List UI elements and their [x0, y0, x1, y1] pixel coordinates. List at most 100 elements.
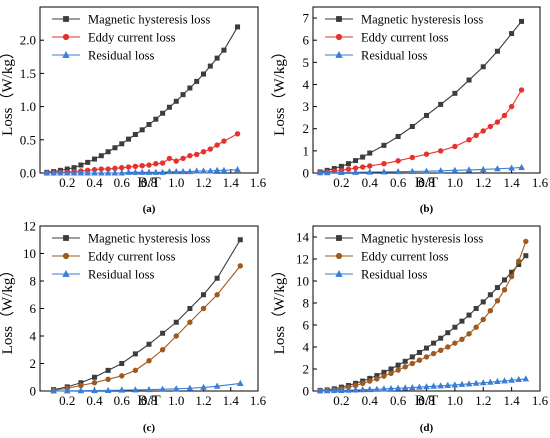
data-point: [423, 112, 429, 118]
data-point: [207, 167, 214, 174]
x-tick-label: 1.4: [223, 175, 240, 190]
data-point: [139, 127, 145, 133]
legend-label: Residual loss: [361, 49, 427, 63]
legend-label: Residual loss: [361, 268, 427, 282]
data-point: [160, 110, 166, 116]
data-point: [402, 364, 408, 370]
data-point: [381, 373, 387, 379]
data-point: [323, 169, 331, 176]
data-point: [338, 168, 345, 176]
y-tick-label: 6: [303, 33, 310, 48]
data-point: [494, 298, 501, 304]
y-tick-label: 10: [296, 274, 309, 289]
data-point: [132, 168, 139, 175]
data-point: [452, 340, 458, 346]
data-point: [193, 167, 200, 174]
data-point: [207, 63, 213, 69]
data-point: [423, 383, 430, 390]
data-point: [118, 169, 126, 176]
data-point: [180, 155, 186, 162]
x-tick-label: 0.6: [390, 393, 407, 408]
data-point: [437, 167, 444, 174]
y-tick-label: 0.0: [20, 166, 36, 181]
x-tick-label: 1.4: [504, 393, 521, 408]
data-point: [345, 166, 352, 172]
y-tick-label: 0.5: [20, 132, 36, 147]
x-tick-label: 0.2: [59, 175, 75, 190]
legend-marker: [62, 252, 70, 260]
data-point: [186, 384, 194, 391]
x-tick-label: 0.8: [141, 175, 157, 190]
data-point: [430, 382, 437, 389]
data-point: [452, 90, 458, 96]
chart-panel-a: 0.2 0.4 0.6 0.8 1.0 1.2 1.4 1.6 0.0 0.5 1.0 1.5 2.0 B…: [0, 6, 267, 215]
panel-label: (c): [143, 422, 156, 434]
data-point: [466, 77, 472, 83]
data-point: [494, 165, 501, 172]
x-tick-label: 1.0: [168, 175, 184, 190]
data-point: [159, 347, 166, 353]
data-point: [465, 166, 473, 173]
data-point: [316, 387, 324, 394]
data-point: [423, 151, 430, 157]
data-point: [200, 383, 207, 390]
data-point: [479, 379, 487, 386]
legend: Magnetic hysteresis loss Eddy current los…: [52, 232, 210, 282]
series-line: [46, 133, 238, 174]
data-point: [220, 166, 228, 173]
data-point: [316, 169, 324, 176]
data-point: [479, 165, 487, 172]
data-point: [172, 168, 180, 175]
data-point: [409, 354, 415, 360]
data-point: [91, 169, 98, 176]
data-point: [508, 103, 515, 110]
data-point: [84, 169, 91, 176]
data-point: [452, 143, 458, 150]
data-point: [445, 330, 451, 336]
data-point: [153, 116, 159, 122]
data-point: [132, 367, 139, 374]
data-point: [338, 386, 345, 393]
legend-label: Magnetic hysteresis loss: [88, 232, 210, 246]
x-tick-label: 0.4: [362, 175, 379, 190]
data-point: [172, 385, 180, 392]
data-point: [323, 387, 331, 394]
data-point: [388, 366, 394, 372]
data-point: [92, 156, 98, 162]
data-point: [50, 169, 57, 176]
data-point: [160, 330, 166, 336]
data-point: [85, 159, 91, 165]
x-tick-label: 0.2: [333, 175, 349, 190]
data-point: [132, 131, 138, 137]
data-point: [180, 92, 186, 98]
data-point: [50, 387, 57, 394]
data-point: [345, 161, 351, 167]
y-tick-label: 8: [303, 296, 310, 311]
data-point: [430, 350, 437, 357]
legend: Magnetic hysteresis loss Eddy current los…: [325, 232, 483, 282]
data-point: [522, 375, 530, 382]
data-point: [111, 169, 119, 176]
x-tick-label: 1.6: [250, 175, 267, 190]
data-point: [159, 160, 166, 166]
y-tick-label: 8: [30, 274, 37, 289]
data-point: [437, 347, 444, 353]
y-tick-label: 6: [303, 318, 310, 333]
data-point: [234, 166, 241, 173]
data-point: [480, 64, 486, 70]
panel-label: (b): [420, 203, 434, 215]
data-point: [105, 376, 111, 383]
y-tick-label: 1.0: [20, 99, 36, 114]
data-point: [353, 158, 359, 164]
data-point: [502, 277, 508, 283]
legend-marker: [62, 269, 70, 277]
data-point: [330, 387, 338, 394]
data-point: [193, 151, 200, 158]
x-tick-label: 0.8: [418, 175, 434, 190]
data-point: [480, 299, 486, 305]
data-point: [105, 149, 111, 155]
x-tick-label: 0.8: [418, 393, 434, 408]
data-point: [451, 166, 459, 173]
data-point: [352, 168, 359, 175]
data-point: [119, 360, 125, 366]
